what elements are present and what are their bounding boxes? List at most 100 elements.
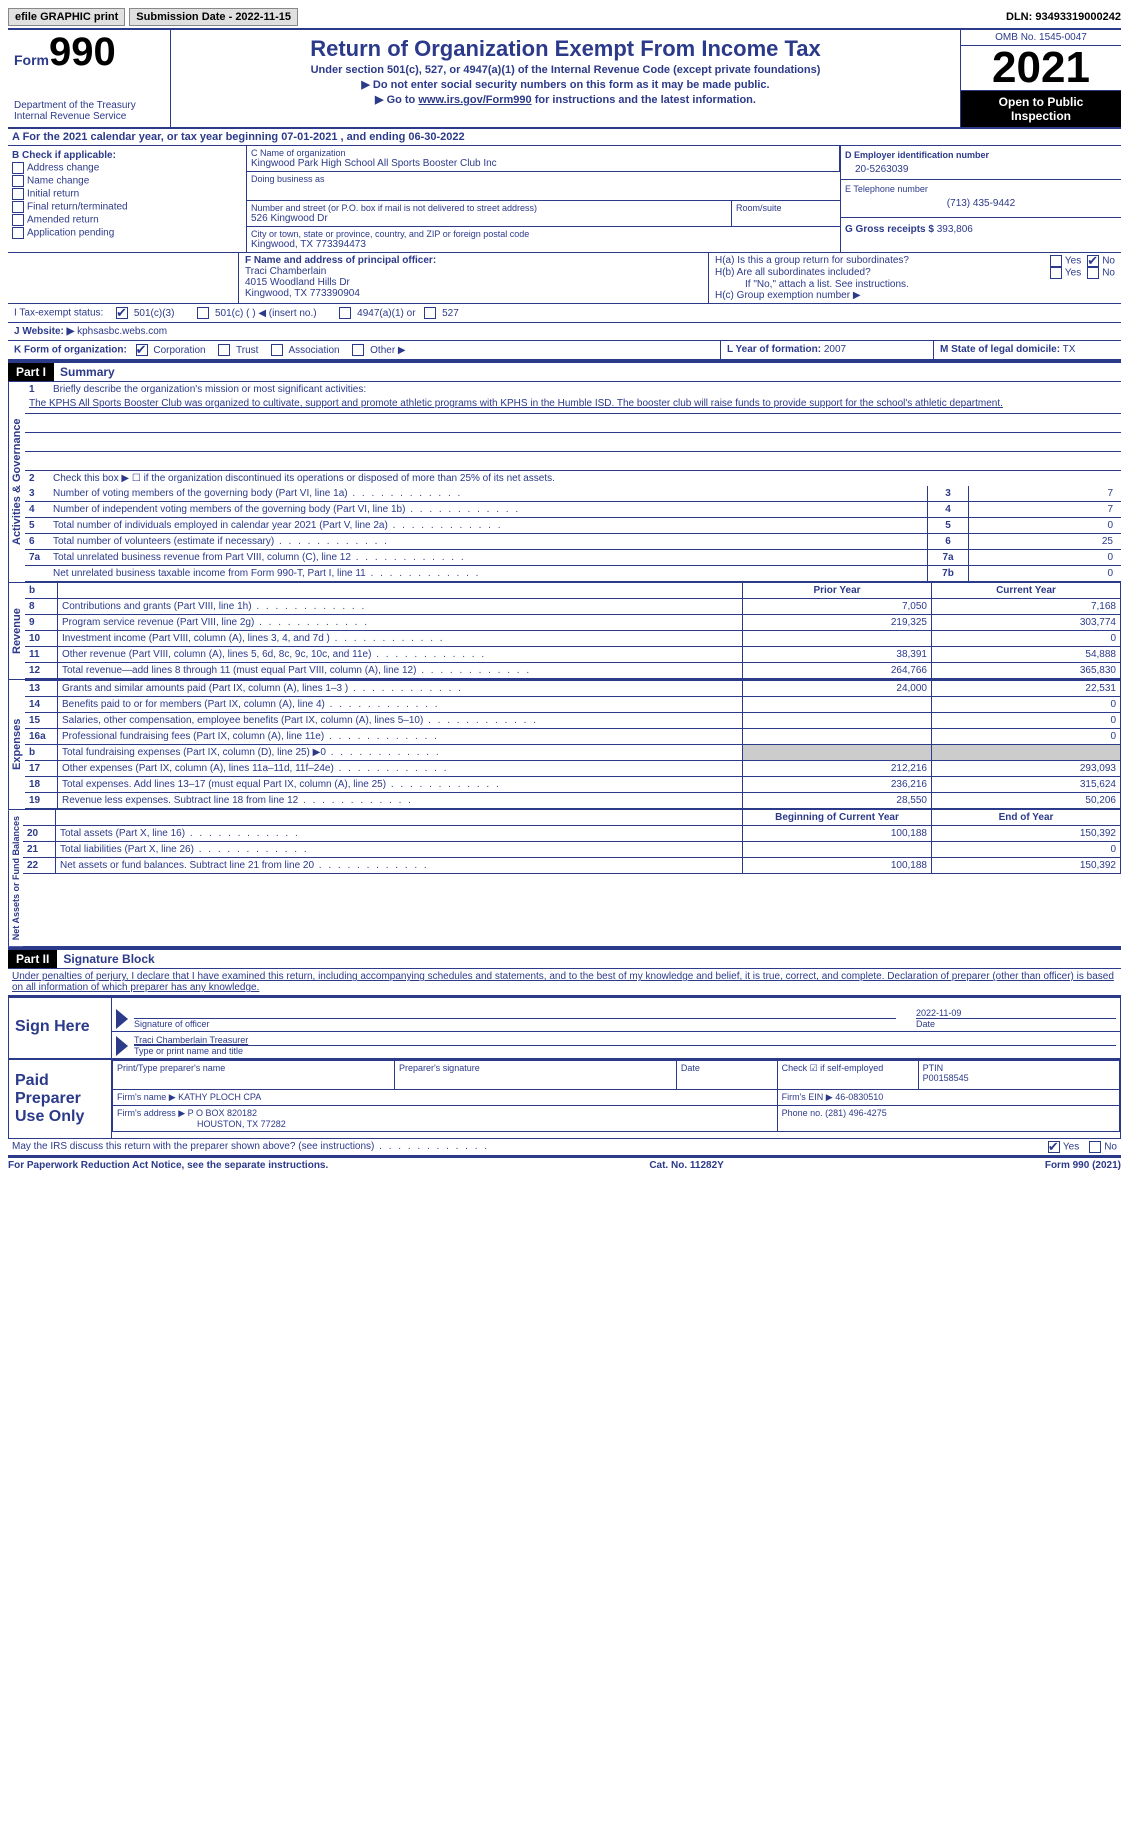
line4: Number of independent voting members of … — [53, 504, 927, 515]
line2: Check this box ▶ ☐ if the organization d… — [53, 473, 1117, 484]
hb-yes[interactable]: Yes — [1050, 267, 1081, 279]
val6: 25 — [969, 534, 1117, 549]
submission-date-button[interactable]: Submission Date - 2022-11-15 — [129, 8, 298, 26]
table-row: 21Total liabilities (Part X, line 26)0 — [23, 842, 1121, 858]
discuss-text: May the IRS discuss this return with the… — [12, 1141, 1028, 1152]
expenses-section: Expenses 13Grants and similar amounts pa… — [8, 680, 1121, 810]
activities-section: Activities & Governance 1 Briefly descri… — [8, 382, 1121, 583]
officer-printed: Traci Chamberlain Treasurer — [134, 1035, 1116, 1046]
m-label: M State of legal domicile: — [940, 344, 1060, 355]
name-label: C Name of organization — [251, 148, 835, 158]
sig-officer-label: Signature of officer — [134, 1019, 896, 1029]
officer-printed-label: Type or print name and title — [134, 1046, 1116, 1056]
officer-addr1: 4015 Woodland Hills Dr — [245, 277, 702, 288]
k-label: K Form of organization: — [14, 345, 127, 356]
table-row: 15Salaries, other compensation, employee… — [25, 713, 1121, 729]
val7b: 0 — [969, 566, 1117, 581]
hb-no[interactable]: No — [1087, 267, 1115, 279]
hc-label: H(c) Group exemption number ▶ — [715, 290, 1115, 301]
prior-hdr: Prior Year — [743, 583, 932, 599]
efile-button[interactable]: efile GRAPHIC print — [8, 8, 125, 26]
i-4947[interactable]: 4947(a)(1) or — [339, 308, 415, 319]
form-header: Form990 Department of the Treasury Inter… — [8, 30, 1121, 129]
check-pending[interactable]: Application pending — [12, 227, 242, 239]
col-b: B Check if applicable: Address change Na… — [8, 146, 247, 252]
line3: Number of voting members of the governin… — [53, 488, 927, 499]
table-row: 19Revenue less expenses. Subtract line 1… — [25, 793, 1121, 809]
addr-label: Number and street (or P.O. box if mail i… — [251, 203, 727, 213]
prep-date-label: Date — [681, 1063, 773, 1073]
part2-bar: Part II Signature Block — [8, 948, 1121, 969]
line7a: Total unrelated business revenue from Pa… — [53, 552, 927, 563]
row-j: J Website: ▶ kphsasbc.webs.com — [8, 323, 1121, 341]
val3: 7 — [969, 486, 1117, 501]
k-trust[interactable]: Trust — [218, 345, 258, 356]
street-addr: 526 Kingwood Dr — [251, 213, 727, 224]
discuss-yes[interactable]: Yes — [1048, 1141, 1079, 1153]
table-row: 14Benefits paid to or for members (Part … — [25, 697, 1121, 713]
ha-yes[interactable]: Yes — [1050, 255, 1081, 267]
ha-label: H(a) Is this a group return for subordin… — [715, 255, 1050, 267]
row-klm: K Form of organization: Corporation Trus… — [8, 341, 1121, 361]
blank-1 — [25, 414, 1121, 433]
table-row: 10Investment income (Part VIII, column (… — [25, 631, 1121, 647]
prep-sig-label: Preparer's signature — [399, 1063, 672, 1073]
ptin-label: PTIN — [923, 1063, 1115, 1073]
l-value: 2007 — [824, 344, 846, 355]
i-501c[interactable]: 501(c) ( ) ◀ (insert no.) — [197, 308, 316, 319]
firm-name-label: Firm's name ▶ — [117, 1092, 176, 1102]
vert-activities: Activities & Governance — [8, 382, 25, 582]
header-mid: Return of Organization Exempt From Incom… — [171, 30, 960, 127]
row-i: I Tax-exempt status: 501(c)(3) 501(c) ( … — [8, 304, 1121, 323]
i-501c3[interactable]: 501(c)(3) — [116, 308, 174, 319]
firm-ein: 46-0830510 — [835, 1092, 883, 1102]
table-row: 20Total assets (Part X, line 16)100,1881… — [23, 826, 1121, 842]
irs-text: Internal Revenue Service — [14, 111, 164, 122]
ha-no[interactable]: No — [1087, 255, 1115, 267]
phone-value: (713) 435-9442 — [845, 194, 1117, 213]
k-corp[interactable]: Corporation — [136, 345, 206, 356]
table-row: 16aProfessional fundraising fees (Part I… — [25, 729, 1121, 745]
i-527[interactable]: 527 — [424, 308, 458, 319]
m-value: TX — [1063, 344, 1076, 355]
table-row: 11Other revenue (Part VIII, column (A), … — [25, 647, 1121, 663]
check-name-change[interactable]: Name change — [12, 175, 242, 187]
discuss-no[interactable]: No — [1089, 1141, 1117, 1153]
sub3-post: for instructions and the latest informat… — [532, 94, 756, 106]
k-assoc[interactable]: Association — [271, 345, 339, 356]
netassets-table: Beginning of Current YearEnd of Year 20T… — [23, 810, 1121, 874]
revenue-table: bPrior YearCurrent Year 8Contributions a… — [25, 583, 1121, 679]
i-label: I Tax-exempt status: — [14, 308, 103, 319]
vert-expenses: Expenses — [8, 680, 25, 809]
check-amended[interactable]: Amended return — [12, 214, 242, 226]
firm-addr2: HOUSTON, TX 77282 — [197, 1119, 286, 1129]
k-other[interactable]: Other ▶ — [352, 345, 405, 356]
vert-netassets: Net Assets or Fund Balances — [8, 810, 23, 946]
irs-link[interactable]: www.irs.gov/Form990 — [418, 94, 531, 106]
ident-block: B Check if applicable: Address change Na… — [8, 146, 1121, 253]
form-label: Form — [14, 52, 49, 68]
check-final[interactable]: Final return/terminated — [12, 201, 242, 213]
col-b-title: B Check if applicable: — [12, 150, 242, 161]
mission-label: Briefly describe the organization's miss… — [53, 384, 1117, 395]
table-row: 18Total expenses. Add lines 13–17 (must … — [25, 777, 1121, 793]
check-initial[interactable]: Initial return — [12, 188, 242, 200]
beg-hdr: Beginning of Current Year — [743, 810, 932, 826]
city-label: City or town, state or province, country… — [251, 229, 836, 239]
preparer-table: Print/Type preparer's name Preparer's si… — [112, 1060, 1120, 1132]
col-c: C Name of organization Kingwood Park Hig… — [247, 146, 840, 252]
line5: Total number of individuals employed in … — [53, 520, 927, 531]
header-left: Form990 Department of the Treasury Inter… — [8, 30, 171, 127]
ptin-value: P00158545 — [923, 1073, 1115, 1083]
col-d: D Employer identification number 20-5263… — [840, 146, 1121, 252]
row-a: A For the 2021 calendar year, or tax yea… — [8, 129, 1121, 146]
part2-hdr: Part II — [8, 950, 57, 968]
line6: Total number of volunteers (estimate if … — [53, 536, 927, 547]
discuss-row: May the IRS discuss this return with the… — [8, 1139, 1121, 1157]
officer-addr2: Kingwood, TX 773390904 — [245, 288, 702, 299]
line1-num: 1 — [29, 384, 53, 395]
end-hdr: End of Year — [932, 810, 1121, 826]
netassets-section: Net Assets or Fund Balances Beginning of… — [8, 810, 1121, 948]
check-addr-change[interactable]: Address change — [12, 162, 242, 174]
firm-addr-label: Firm's address ▶ — [117, 1108, 185, 1118]
